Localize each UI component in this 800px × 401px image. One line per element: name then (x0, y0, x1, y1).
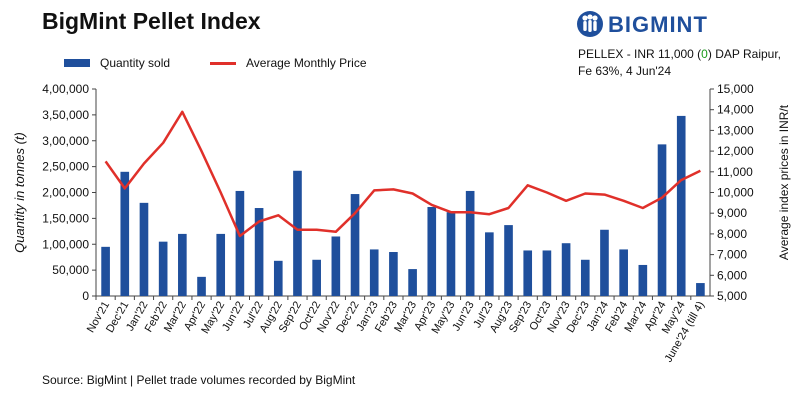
bar (273, 260, 283, 296)
right-tick-label: 13,000 (717, 123, 754, 137)
bar (312, 259, 321, 296)
right-tick-label: 14,000 (717, 103, 754, 117)
bar (139, 202, 149, 296)
right-tick-label: 7,000 (717, 248, 747, 262)
bar (293, 170, 302, 296)
bar (485, 232, 494, 296)
right-tick-label: 10,000 (717, 186, 754, 200)
price-line (104, 110, 701, 238)
right-tick-label: 12,000 (717, 144, 754, 158)
left-tick-label: 1,50,000 (42, 211, 89, 225)
left-tick-label: 0 (82, 289, 89, 303)
pellex-change: 0 (701, 47, 708, 61)
bar (523, 250, 533, 296)
legend-line-label: Average Monthly Price (246, 56, 367, 70)
bar (408, 269, 417, 296)
line-series (104, 110, 701, 238)
right-tick-label: 8,000 (717, 227, 747, 241)
pellex-line1-suffix: ) DAP Raipur, (707, 47, 782, 61)
bigmint-logo: BIGMINT (576, 10, 716, 40)
bar (427, 206, 437, 296)
right-tick-label: 15,000 (717, 82, 754, 96)
pellex-line1-prefix: PELLEX - INR 11,000 ( (578, 47, 702, 61)
right-tick-label: 6,000 (717, 268, 747, 282)
legend-item-line: Average Monthly Price (210, 56, 367, 70)
bar-series (101, 115, 705, 296)
logo-text: BIGMINT (608, 12, 708, 37)
chart-title: BigMint Pellet Index (42, 8, 261, 34)
legend-item-bar: Quantity sold (64, 56, 170, 70)
bar (158, 241, 168, 296)
left-tick-label: 2,00,000 (42, 186, 89, 200)
legend-bar-label: Quantity sold (100, 56, 171, 70)
bar (638, 264, 648, 296)
bar (120, 171, 130, 296)
bar (197, 276, 206, 296)
left-tick-label: 50,000 (52, 263, 89, 277)
bar (254, 208, 264, 296)
bar (657, 144, 667, 296)
bar (101, 246, 110, 296)
pellex-info: PELLEX - INR 11,000 (0) DAP Raipur, Fe 6… (578, 46, 781, 80)
bar (331, 236, 341, 296)
bar (389, 252, 398, 296)
bar (178, 233, 187, 296)
bar (580, 259, 590, 296)
bar (542, 250, 552, 296)
bar (235, 190, 245, 296)
bar (216, 233, 226, 296)
bar (369, 249, 379, 296)
bigmint-people-icon (577, 11, 603, 37)
legend-bar-swatch (64, 59, 90, 67)
left-tick-label: 3,50,000 (42, 108, 89, 122)
bar (446, 212, 456, 296)
legend-line-swatch (210, 61, 236, 65)
pellex-line2: Fe 63%, 4 Jun'24 (578, 64, 672, 78)
right-tick-label: 5,000 (717, 289, 747, 303)
left-tick-label: 4,00,000 (42, 82, 89, 96)
bar (561, 243, 571, 296)
right-tick-label: 11,000 (717, 165, 753, 179)
right-tick-label: 9,000 (717, 206, 747, 220)
y-axis-title-right: Average index prices in INR/t (777, 104, 791, 260)
left-tick-label: 3,00,000 (42, 134, 89, 148)
bar (696, 283, 705, 296)
left-tick-label: 1,00,000 (42, 237, 89, 251)
source-note: Source: BigMint | Pellet trade volumes r… (42, 373, 356, 387)
bar (504, 225, 513, 296)
y-axis-title-left: Quantity in tonnes (t) (12, 132, 27, 253)
left-tick-label: 2,50,000 (42, 160, 89, 174)
bar (619, 249, 628, 296)
bar (676, 115, 686, 296)
bar (600, 229, 609, 296)
bar (465, 190, 475, 296)
bar (350, 194, 360, 296)
